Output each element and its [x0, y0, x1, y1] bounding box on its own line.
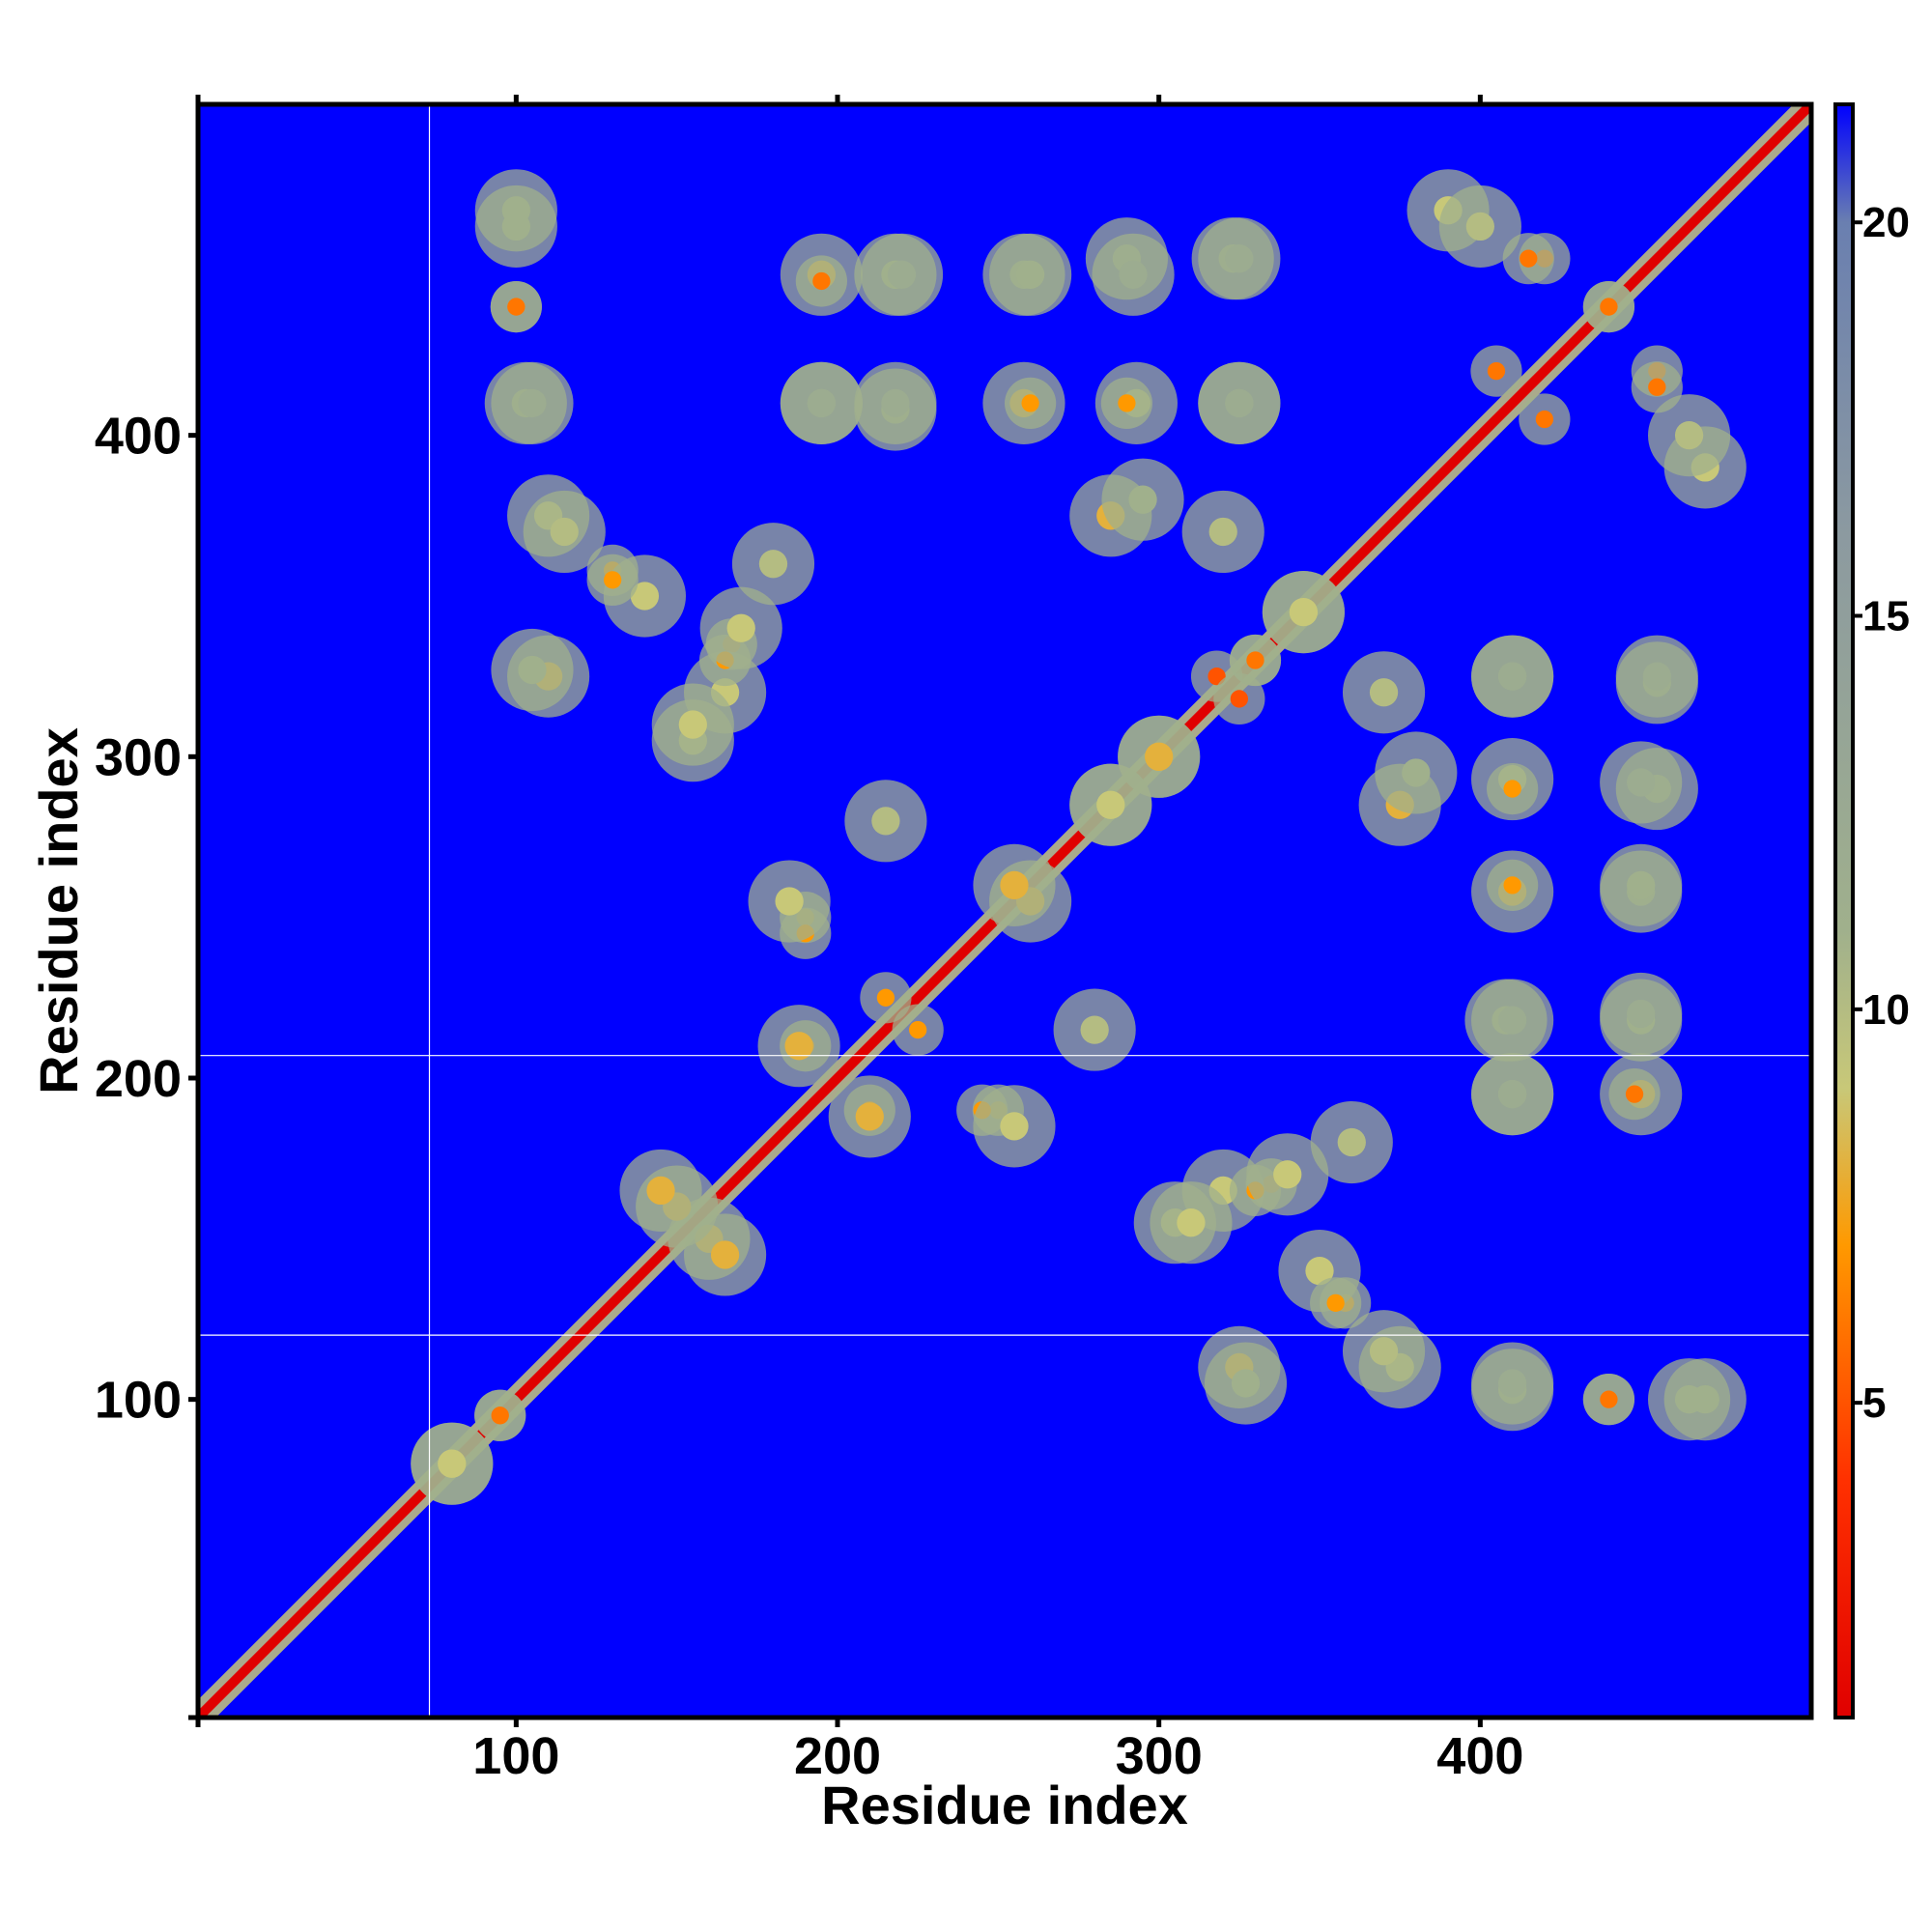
contact-cluster [1128, 485, 1157, 514]
contact-cluster [1497, 1079, 1527, 1109]
contact-cluster [1503, 780, 1521, 798]
plot-frame [195, 101, 1814, 1720]
contact-cluster [678, 710, 707, 739]
contact-cluster [1497, 1369, 1527, 1398]
contact-cluster [1225, 388, 1254, 418]
contact-cluster [1497, 662, 1527, 691]
contact-cluster [1674, 421, 1704, 450]
contact-cluster [1487, 361, 1506, 381]
colorbar-tick-label: 5 [1862, 1379, 1886, 1427]
y-tick-label: 100 [95, 1372, 182, 1430]
contact-cluster [1369, 678, 1399, 707]
contact-cluster [1497, 1006, 1527, 1035]
contact-cluster [1177, 1208, 1206, 1237]
contact-cluster [1118, 394, 1136, 412]
contact-cluster [1625, 1085, 1644, 1103]
contact-cluster [758, 550, 788, 579]
x-tick-label: 300 [1116, 1727, 1203, 1785]
y-tick-label: 400 [95, 408, 182, 466]
contact-cluster [1465, 212, 1494, 242]
contact-cluster [1230, 690, 1248, 708]
y-tick-label: 300 [95, 728, 182, 786]
colorbar-tick-label: 10 [1862, 986, 1910, 1034]
colorbar-ticks: 5 10 15 20 [1853, 199, 1910, 1427]
contact-cluster [1600, 298, 1618, 316]
reference-lines [198, 104, 1811, 1718]
contact-cluster [807, 388, 837, 418]
contact-cluster [1627, 999, 1656, 1029]
contact-cluster [1021, 394, 1039, 412]
contact-cluster [876, 988, 895, 1007]
contact-cluster [726, 613, 755, 642]
x-tick-label: 200 [794, 1727, 881, 1785]
contact-cluster [909, 1020, 927, 1039]
contact-cluster [1231, 1369, 1261, 1398]
contact-cluster [871, 807, 900, 836]
contact-cluster [1289, 597, 1319, 627]
colorbar-tick-label: 20 [1862, 199, 1910, 246]
x-axis: 100 200 300 400 [195, 95, 1523, 1785]
contact-cluster [491, 1406, 509, 1425]
contact-cluster [812, 271, 831, 291]
contact-cluster [1119, 260, 1148, 289]
contact-cluster [1503, 876, 1521, 895]
contact-cluster [1337, 1127, 1366, 1157]
contact-cluster [518, 655, 547, 685]
x-tick-label: 100 [472, 1727, 559, 1785]
contact-cluster [1225, 244, 1254, 273]
contact-cluster [1648, 378, 1666, 396]
contact-cluster [1369, 1337, 1399, 1366]
contact-cluster [1000, 870, 1029, 900]
contact-cluster [1627, 768, 1656, 797]
contact-cluster [1402, 758, 1431, 787]
contact-cluster [603, 571, 622, 589]
contact-cluster [1208, 517, 1237, 547]
colorbar-tick-label: 15 [1862, 593, 1910, 640]
contact-cluster [775, 887, 804, 916]
contact-cluster [550, 517, 579, 547]
contact-cluster [1080, 1015, 1109, 1044]
contact-cluster [630, 582, 660, 611]
contact-cluster [784, 1032, 813, 1061]
contact-cluster [881, 388, 910, 418]
contact-cluster [1000, 1112, 1029, 1141]
contact-cluster [1273, 1160, 1302, 1189]
colorbar [1833, 102, 1855, 1719]
contact-cluster [1145, 742, 1174, 771]
contact-cluster [507, 298, 526, 316]
contact-cluster [1520, 249, 1538, 268]
contact-cluster [1535, 410, 1554, 429]
contact-cluster [1096, 790, 1125, 819]
contact-cluster [518, 388, 547, 418]
contact-cluster [855, 1102, 884, 1131]
contact-cluster [710, 1240, 740, 1269]
contact-cluster [501, 196, 530, 225]
contact-cluster [1326, 1293, 1345, 1313]
y-tick-label: 200 [95, 1050, 182, 1108]
contact-cluster [1305, 1256, 1334, 1286]
contact-cluster [438, 1449, 467, 1478]
y-axis: 100 200 300 400 [95, 408, 198, 1720]
contact-cluster [1246, 651, 1264, 669]
contact-cluster [646, 1176, 675, 1206]
contact-cluster [1690, 1385, 1719, 1414]
contact-cluster [1600, 1390, 1618, 1408]
contact-cluster [1015, 260, 1045, 289]
heatmap-cells [198, 104, 1811, 1718]
y-axis-title: Residue index [28, 727, 89, 1094]
x-axis-title: Residue index [821, 1775, 1188, 1835]
contact-cluster [887, 260, 917, 289]
x-tick-label: 400 [1436, 1727, 1523, 1785]
contact-cluster [1627, 870, 1656, 900]
contact-cluster [1642, 662, 1671, 691]
